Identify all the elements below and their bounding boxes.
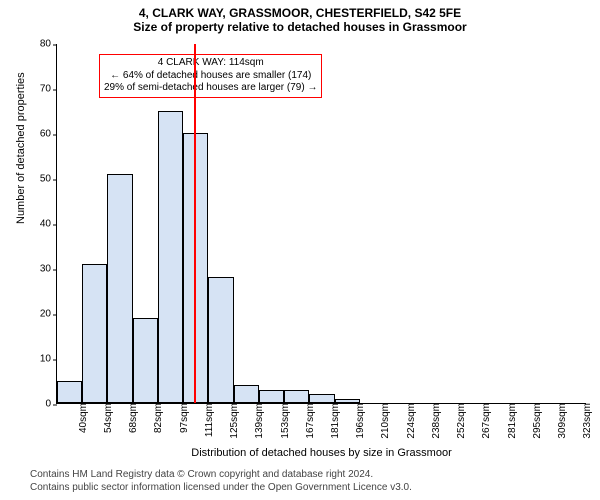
annot-line-2: ← 64% of detached houses are smaller (17… [104, 70, 317, 83]
x-tick: 54sqm [99, 403, 114, 433]
x-tick: 82sqm [149, 403, 164, 433]
histogram-bar [309, 394, 334, 403]
y-axis-label: Number of detached properties [15, 72, 27, 224]
y-tick: 0 [45, 399, 57, 410]
x-tick: 111sqm [200, 403, 215, 437]
x-tick: 323sqm [578, 403, 593, 439]
x-tick: 281sqm [503, 403, 518, 439]
y-tick: 80 [40, 39, 57, 50]
x-tick: 139sqm [250, 403, 265, 439]
histogram-bar [107, 174, 132, 404]
annot-line-3: 29% of semi-detached houses are larger (… [104, 82, 317, 95]
y-tick: 20 [40, 309, 57, 320]
histogram-bar [234, 385, 259, 403]
annot-line-1: 4 CLARK WAY: 114sqm [104, 57, 317, 70]
y-tick: 60 [40, 129, 57, 140]
x-tick: 295sqm [528, 403, 543, 439]
footer-line-1: Contains HM Land Registry data © Crown c… [30, 469, 412, 482]
x-axis-label: Distribution of detached houses by size … [57, 447, 586, 459]
y-tick: 30 [40, 264, 57, 275]
marker-annotation: 4 CLARK WAY: 114sqm ← 64% of detached ho… [99, 54, 322, 98]
x-tick: 167sqm [301, 403, 316, 439]
x-tick: 181sqm [326, 403, 341, 439]
histogram-bar [82, 264, 107, 404]
histogram-bar [57, 381, 82, 404]
y-tick: 40 [40, 219, 57, 230]
histogram-bar [284, 390, 309, 404]
y-tick: 50 [40, 174, 57, 185]
histogram-bar [133, 318, 158, 404]
histogram-bar [183, 133, 208, 403]
x-tick: 238sqm [427, 403, 442, 439]
histogram-bar [158, 111, 183, 404]
x-tick: 210sqm [376, 403, 391, 439]
plot-area: Number of detached properties Distributi… [56, 44, 586, 404]
title-line-2: Size of property relative to detached ho… [0, 20, 600, 34]
x-tick: 97sqm [175, 403, 190, 433]
x-tick: 40sqm [74, 403, 89, 433]
histogram-bar [259, 390, 284, 404]
y-tick: 10 [40, 354, 57, 365]
footer-text: Contains HM Land Registry data © Crown c… [30, 469, 412, 494]
property-marker-line [194, 44, 196, 403]
x-tick: 125sqm [225, 403, 240, 439]
x-tick: 196sqm [351, 403, 366, 439]
title-line-1: 4, CLARK WAY, GRASSMOOR, CHESTERFIELD, S… [0, 0, 600, 20]
x-tick: 309sqm [553, 403, 568, 439]
chart-wrap: 4, CLARK WAY, GRASSMOOR, CHESTERFIELD, S… [0, 0, 600, 500]
x-tick: 68sqm [124, 403, 139, 433]
x-tick: 153sqm [276, 403, 291, 439]
histogram-bar [208, 277, 233, 403]
y-tick: 70 [40, 84, 57, 95]
x-tick: 224sqm [402, 403, 417, 439]
footer-line-2: Contains public sector information licen… [30, 482, 412, 495]
x-tick: 267sqm [477, 403, 492, 439]
x-tick: 252sqm [452, 403, 467, 439]
